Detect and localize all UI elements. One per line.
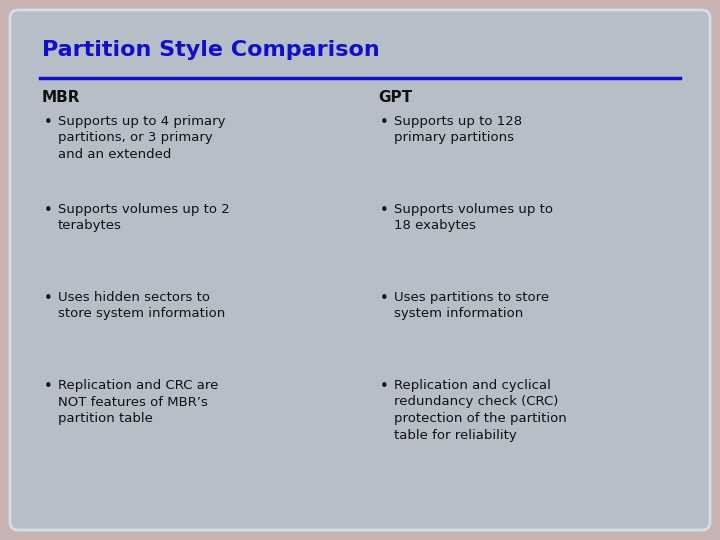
Text: •: • [44,115,53,130]
Text: •: • [380,291,389,306]
Text: Supports volumes up to
18 exabytes: Supports volumes up to 18 exabytes [394,203,553,233]
Text: •: • [44,291,53,306]
Text: •: • [44,379,53,394]
Text: •: • [380,115,389,130]
Text: Uses partitions to store
system information: Uses partitions to store system informat… [394,291,549,321]
Text: MBR: MBR [42,90,81,105]
Text: Supports up to 4 primary
partitions, or 3 primary
and an extended: Supports up to 4 primary partitions, or … [58,115,225,161]
Text: Replication and cyclical
redundancy check (CRC)
protection of the partition
tabl: Replication and cyclical redundancy chec… [394,379,567,442]
Text: •: • [380,379,389,394]
Text: Supports volumes up to 2
terabytes: Supports volumes up to 2 terabytes [58,203,230,233]
Text: Supports up to 128
primary partitions: Supports up to 128 primary partitions [394,115,522,145]
Text: Partition Style Comparison: Partition Style Comparison [42,40,379,60]
Text: •: • [44,203,53,218]
Text: Uses hidden sectors to
store system information: Uses hidden sectors to store system info… [58,291,225,321]
FancyBboxPatch shape [10,10,710,530]
Text: Replication and CRC are
NOT features of MBR’s
partition table: Replication and CRC are NOT features of … [58,379,218,425]
Text: •: • [380,203,389,218]
Text: GPT: GPT [378,90,412,105]
